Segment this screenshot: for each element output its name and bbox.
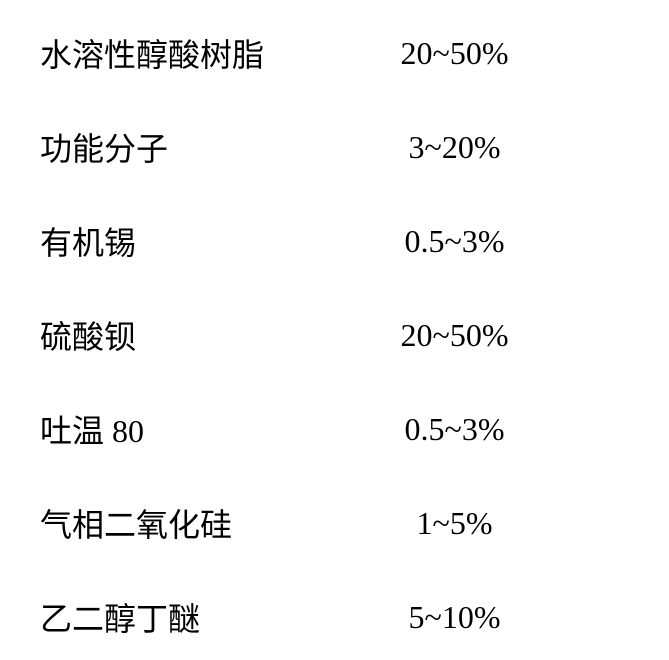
ingredient-value: 5~10%: [340, 599, 629, 636]
ingredient-label: 气相二氧化硅: [40, 500, 340, 546]
ingredient-value: 3~20%: [340, 129, 629, 166]
ingredient-label: 有机锡: [40, 218, 340, 264]
table-row: 有机锡 0.5~3%: [40, 218, 629, 264]
ingredient-label: 水溶性醇酸树脂: [40, 30, 340, 76]
ingredient-label: 功能分子: [40, 124, 340, 170]
ingredient-label: 乙二醇丁醚: [40, 594, 340, 640]
composition-table: 水溶性醇酸树脂 20~50% 功能分子 3~20% 有机锡 0.5~3% 硫酸钡…: [40, 30, 629, 640]
table-row: 功能分子 3~20%: [40, 124, 629, 170]
table-row: 硫酸钡 20~50%: [40, 312, 629, 358]
ingredient-value: 20~50%: [340, 35, 629, 72]
table-row: 水溶性醇酸树脂 20~50%: [40, 30, 629, 76]
ingredient-value: 0.5~3%: [340, 223, 629, 260]
ingredient-value: 0.5~3%: [340, 411, 629, 448]
table-row: 吐温 80 0.5~3%: [40, 406, 629, 452]
ingredient-label: 硫酸钡: [40, 312, 340, 358]
ingredient-value: 20~50%: [340, 317, 629, 354]
table-row: 乙二醇丁醚 5~10%: [40, 594, 629, 640]
table-row: 气相二氧化硅 1~5%: [40, 500, 629, 546]
ingredient-value: 1~5%: [340, 505, 629, 542]
ingredient-label: 吐温 80: [40, 406, 340, 452]
